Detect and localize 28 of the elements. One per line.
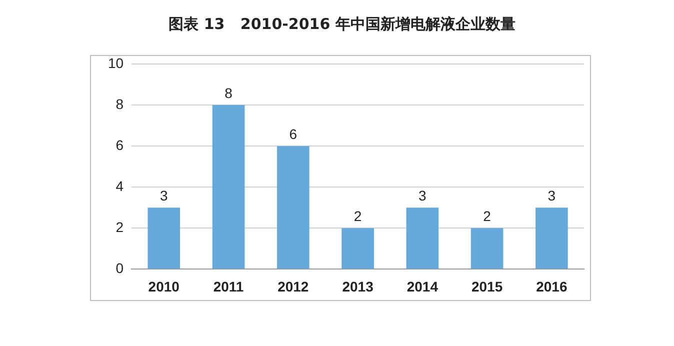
x-tick-label: 2013 [342, 278, 374, 294]
bar [342, 228, 374, 269]
x-tick-label: 2012 [278, 278, 309, 294]
bar [536, 208, 568, 269]
data-label: 3 [548, 188, 556, 204]
x-tick-label: 2016 [536, 278, 568, 294]
bar [406, 208, 439, 269]
bar [148, 208, 180, 269]
y-tick-label: 4 [116, 178, 124, 194]
bar [470, 228, 504, 269]
x-tick-label: 2015 [471, 278, 503, 294]
bar [212, 105, 245, 269]
data-label: 3 [160, 188, 168, 204]
data-label: 3 [418, 188, 427, 204]
y-tick-label: 2 [116, 219, 124, 236]
y-tick-label: 0 [116, 260, 124, 276]
data-label: 2 [354, 208, 362, 224]
chart-title: 图表 13 2010-2016 年中国新增电解液企业数量 [168, 14, 516, 33]
data-label: 6 [289, 126, 298, 142]
data-label: 2 [483, 208, 492, 224]
x-tick-label: 2010 [148, 278, 180, 294]
x-tick-label: 2014 [406, 278, 438, 294]
data-label: 8 [224, 84, 233, 101]
x-tick-label: 2011 [213, 278, 244, 294]
y-tick-label: 8 [116, 96, 124, 112]
bar [276, 146, 310, 269]
y-tick-label: 6 [116, 136, 124, 153]
y-tick-label: 10 [108, 54, 124, 71]
